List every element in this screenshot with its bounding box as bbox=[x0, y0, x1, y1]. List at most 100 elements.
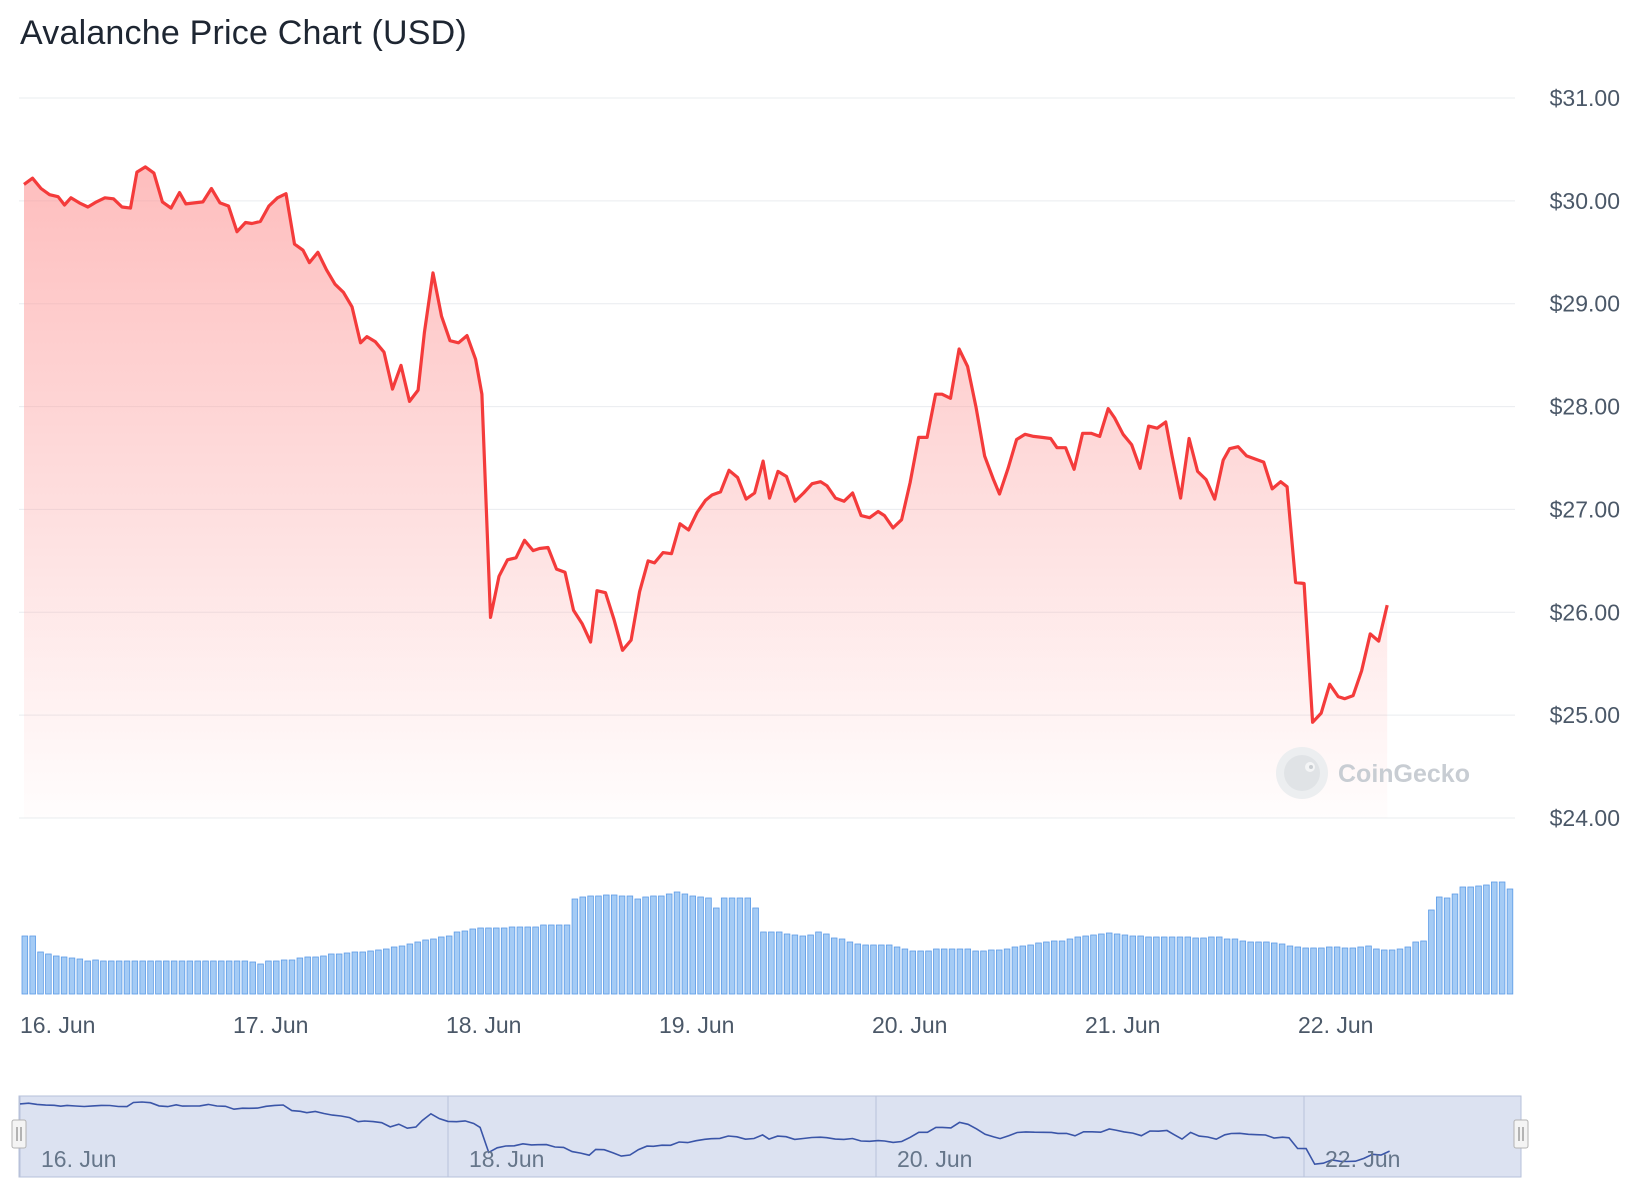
volume-bar bbox=[1113, 933, 1121, 995]
volume-bar bbox=[29, 935, 36, 995]
volume-bar bbox=[453, 931, 461, 995]
navigator-series-line bbox=[19, 1101, 1390, 1166]
volume-bar bbox=[21, 935, 29, 995]
volume-bar bbox=[1082, 935, 1089, 995]
y-tick-label: $26.00 bbox=[1550, 599, 1620, 625]
volume-bar bbox=[760, 931, 767, 995]
x-axis: 16. Jun 17. Jun 18. Jun 19. Jun 20. Jun 21. J… bbox=[20, 1012, 1373, 1038]
volume-bar bbox=[375, 949, 382, 995]
volume-bar bbox=[1302, 947, 1309, 995]
volume-bar bbox=[461, 930, 469, 995]
volume-bars bbox=[21, 881, 1514, 995]
gecko-logo-icon bbox=[1276, 747, 1328, 799]
volume-bar bbox=[92, 959, 99, 995]
volume-bar bbox=[343, 952, 351, 995]
volume-bar bbox=[870, 944, 877, 995]
volume-bar bbox=[1263, 941, 1270, 995]
price-series-line[interactable] bbox=[23, 165, 1389, 724]
volume-bar bbox=[1318, 947, 1325, 995]
volume-bar bbox=[972, 950, 979, 995]
price-line[interactable] bbox=[23, 165, 1389, 724]
volume-bar bbox=[579, 896, 586, 995]
volume-bar bbox=[1027, 944, 1034, 995]
volume-bar bbox=[1184, 936, 1192, 995]
volume-bar bbox=[398, 945, 406, 995]
volume-bar bbox=[241, 960, 249, 995]
volume-bar bbox=[532, 926, 539, 995]
x-tick-label: 20. Jun bbox=[872, 1012, 947, 1038]
volume-bar bbox=[1200, 937, 1207, 995]
volume-bar bbox=[893, 946, 901, 995]
volume-bar bbox=[84, 960, 91, 995]
volume-bar bbox=[1404, 946, 1412, 995]
volume-bar bbox=[351, 951, 359, 995]
volume-bar bbox=[673, 891, 681, 995]
volume-bar bbox=[548, 924, 555, 995]
volume-bar bbox=[1459, 886, 1467, 995]
volume-bar bbox=[540, 924, 547, 995]
chart-title: Avalanche Price Chart (USD) bbox=[20, 14, 467, 52]
volume-bar bbox=[650, 895, 657, 995]
volume-bar bbox=[1483, 884, 1490, 995]
volume-bar bbox=[1475, 885, 1482, 995]
volume-bar bbox=[658, 895, 665, 995]
volume-bar bbox=[1074, 936, 1082, 995]
volume-bar bbox=[1506, 888, 1514, 995]
volume-bar bbox=[713, 907, 720, 995]
price-area bbox=[24, 166, 1388, 818]
volume-bar bbox=[1066, 938, 1074, 995]
volume-bar bbox=[414, 941, 421, 995]
x-tick-label: 18. Jun bbox=[446, 1012, 521, 1038]
y-tick-label: $29.00 bbox=[1550, 291, 1620, 317]
volume-bar bbox=[720, 897, 728, 995]
volume-bar bbox=[1121, 934, 1129, 995]
volume-bar bbox=[799, 935, 806, 995]
volume-bar bbox=[1043, 941, 1050, 995]
range-navigator[interactable]: 16. Jun 18. Jun 20. Jun 22. Jun bbox=[11, 1095, 1529, 1178]
volume-bar bbox=[909, 950, 917, 995]
volume-bar bbox=[956, 948, 964, 995]
volume-bar bbox=[328, 953, 335, 995]
volume-bar bbox=[1333, 946, 1341, 995]
volume-bar bbox=[1216, 936, 1223, 995]
y-tick-label: $28.00 bbox=[1550, 394, 1620, 420]
volume-bar bbox=[1278, 943, 1286, 995]
volume-bar bbox=[108, 960, 115, 995]
volume-bar bbox=[422, 939, 429, 995]
volume-bar bbox=[147, 960, 154, 995]
volume-bar bbox=[603, 894, 610, 995]
volume-bar bbox=[1381, 949, 1388, 995]
volume-bar bbox=[445, 935, 453, 995]
volume-bar bbox=[273, 960, 280, 995]
volume-bar bbox=[367, 950, 374, 995]
watermark-text: CoinGecko bbox=[1338, 760, 1470, 788]
volume-bar bbox=[830, 937, 838, 995]
volume-bar bbox=[1208, 936, 1215, 995]
navigator-left-handle[interactable] bbox=[11, 1119, 27, 1149]
y-tick-label: $25.00 bbox=[1550, 702, 1620, 728]
volume-bar bbox=[964, 948, 972, 995]
volume-bar bbox=[257, 963, 264, 995]
volume-bar bbox=[390, 946, 398, 995]
volume-bar bbox=[1451, 893, 1459, 995]
volume-bar bbox=[469, 928, 476, 995]
volume-bar bbox=[1145, 936, 1152, 995]
volume-bar bbox=[634, 898, 641, 995]
volume-bar bbox=[807, 934, 814, 995]
volume-bar bbox=[45, 953, 52, 995]
y-tick-label: $24.00 bbox=[1550, 805, 1620, 831]
navigator-tick-label: 16. Jun bbox=[41, 1146, 116, 1172]
navigator-right-handle[interactable] bbox=[1513, 1119, 1529, 1149]
volume-bar bbox=[555, 924, 563, 995]
volume-bar bbox=[163, 960, 170, 995]
volume-bar bbox=[1420, 940, 1427, 995]
volume-bar bbox=[933, 948, 940, 995]
navigator-line bbox=[19, 1101, 1390, 1166]
volume-bar bbox=[304, 956, 311, 995]
volume-bar bbox=[383, 948, 390, 995]
volume-bar bbox=[115, 960, 123, 995]
volume-bar bbox=[1003, 948, 1011, 995]
volume-bar bbox=[642, 896, 649, 995]
volume-bar bbox=[901, 948, 909, 995]
